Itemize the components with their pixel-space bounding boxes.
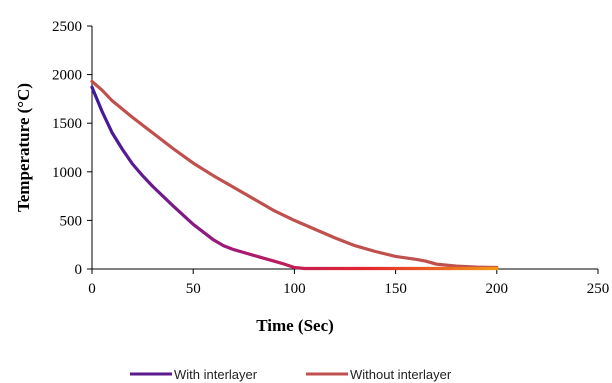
legend-label-without-interlayer: Without interlayer xyxy=(350,367,452,382)
x-axis-ticks: 0 50 100 150 200 250 xyxy=(88,269,609,297)
y-axis-ticks: 0 500 1000 1500 2000 2500 xyxy=(52,19,92,278)
x-tick-label: 50 xyxy=(186,281,201,297)
series-line-with-interlayer xyxy=(90,85,499,271)
y-tick-label: 1000 xyxy=(52,165,82,181)
x-tick-label: 0 xyxy=(88,281,96,297)
y-tick-label: 2000 xyxy=(52,68,82,84)
y-tick-label: 500 xyxy=(60,213,83,229)
x-tick-label: 150 xyxy=(384,281,407,297)
legend-label-with-interlayer: With interlayer xyxy=(174,367,258,382)
x-tick-label: 250 xyxy=(587,281,610,297)
y-tick-label: 2500 xyxy=(52,19,82,35)
x-tick-label: 200 xyxy=(486,281,509,297)
series-line-without-interlayer xyxy=(90,79,499,270)
y-tick-label: 0 xyxy=(75,262,83,278)
y-axis-title: Temperature (°C) xyxy=(14,83,33,212)
legend: With interlayer Without interlayer xyxy=(130,367,452,382)
y-tick-label: 1500 xyxy=(52,116,82,132)
axes xyxy=(91,26,598,270)
x-tick-label: 100 xyxy=(283,281,306,297)
x-axis-title: Time (Sec) xyxy=(256,316,334,335)
series-layer xyxy=(90,79,499,271)
